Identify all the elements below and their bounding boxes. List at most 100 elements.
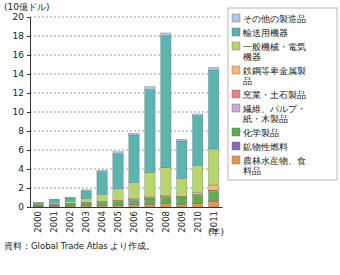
y-tick-mark — [27, 112, 30, 113]
y-tick: 20 — [13, 12, 30, 22]
bar — [208, 70, 218, 149]
bar — [193, 204, 203, 207]
y-tick: 6 — [18, 145, 30, 155]
bar — [193, 114, 203, 116]
bar — [145, 172, 155, 197]
y-tick-mark — [27, 188, 30, 189]
legend-label: 農林水産物、食料品 — [243, 156, 306, 176]
legend-swatch — [232, 66, 240, 74]
y-tick: 16 — [13, 50, 30, 60]
bar — [97, 172, 107, 195]
series — [33, 200, 219, 206]
legend-label: 窯業・土石製品 — [243, 90, 306, 100]
bars — [33, 33, 219, 207]
bar — [49, 203, 59, 204]
x-tick-label: 2001 — [49, 211, 59, 233]
legend-item: 窯業・土石製品 — [232, 90, 306, 100]
bar — [129, 135, 139, 183]
bar — [129, 205, 139, 207]
legend-label: 輸送用機器 — [243, 28, 288, 38]
bar — [33, 202, 43, 203]
bar — [33, 205, 43, 207]
x-tick: 2010 — [193, 207, 203, 233]
bar — [113, 201, 123, 202]
bar — [113, 152, 123, 154]
legend-swatch — [232, 90, 240, 98]
legend: その他の製造品輸送用機器一般機械・電気機器鉄鋼等卑金属製品窯業・土石製品繊維、パ… — [228, 8, 337, 180]
x-tick: 2000 — [33, 207, 43, 233]
x-tick-label: 2007 — [145, 211, 155, 233]
legend-swatch — [232, 42, 240, 50]
y-tick-mark — [27, 55, 30, 56]
x-tick: 2004 — [97, 207, 107, 233]
bar — [177, 197, 187, 199]
y-axis: 02468101214161820 — [13, 12, 31, 212]
x-tick-label: 2008 — [161, 211, 171, 233]
y-tick-label: 10 — [13, 107, 25, 117]
y-tick-mark — [27, 74, 30, 75]
bar — [33, 203, 43, 204]
bar — [161, 198, 171, 204]
legend-swatch — [232, 14, 240, 22]
bar — [49, 200, 59, 203]
bar — [113, 200, 123, 201]
bar — [193, 193, 203, 194]
legend-item: 農林水産物、食料品 — [232, 156, 306, 176]
legend-swatch — [232, 142, 240, 150]
bar — [161, 196, 171, 198]
bar — [65, 201, 75, 203]
grid — [30, 17, 222, 188]
series — [33, 192, 219, 207]
bar — [177, 139, 187, 141]
y-tick-mark — [27, 150, 30, 151]
x-tick: 2002 — [65, 207, 75, 233]
bar — [81, 202, 91, 203]
grid-line — [30, 36, 222, 37]
bar — [177, 204, 187, 207]
bar — [193, 116, 203, 165]
bar — [65, 204, 75, 206]
bar — [33, 204, 43, 205]
y-tick-label: 18 — [13, 31, 25, 41]
bar — [145, 87, 155, 90]
bar — [145, 197, 155, 198]
x-tick-label: 2003 — [81, 211, 91, 233]
x-tick: 2003 — [81, 207, 91, 233]
bar — [145, 198, 155, 200]
x-tick: 2006 — [129, 207, 139, 233]
series — [33, 33, 219, 203]
series — [33, 36, 219, 204]
legend-label: 一般機械・電気機器 — [243, 42, 306, 62]
x-tick-label: 2010 — [193, 211, 203, 233]
y-tick-label: 2 — [18, 183, 24, 193]
series — [33, 201, 219, 207]
bar — [97, 202, 107, 205]
bar — [208, 192, 218, 201]
legend-item: 輸送用機器 — [232, 28, 288, 38]
legend-label: 化学製品 — [243, 128, 279, 138]
series — [33, 191, 219, 206]
bar — [65, 203, 75, 204]
bar — [161, 204, 171, 207]
bar — [208, 190, 218, 192]
bar — [208, 185, 218, 190]
legend-item: 鉄鋼等卑金属製品 — [232, 66, 306, 86]
bar — [177, 178, 187, 196]
y-tick-mark — [27, 131, 30, 132]
legend-item: 繊維、パルプ・紙・木製品 — [232, 104, 306, 124]
bar — [113, 205, 123, 207]
legend-label: その他の製造品 — [243, 14, 306, 24]
bar — [161, 196, 171, 197]
y-axis-title: (10億ドル) — [4, 2, 49, 12]
grid-line — [30, 55, 222, 56]
bar — [129, 133, 139, 135]
bar — [129, 183, 139, 199]
x-tick-label: 2004 — [97, 211, 107, 233]
bar — [97, 170, 107, 171]
x-tick-label: 2005 — [113, 211, 123, 233]
y-tick: 2 — [18, 183, 30, 193]
bar — [208, 67, 218, 70]
bar — [49, 199, 59, 200]
bar — [161, 36, 171, 168]
x-tick-label: 2006 — [129, 211, 139, 233]
